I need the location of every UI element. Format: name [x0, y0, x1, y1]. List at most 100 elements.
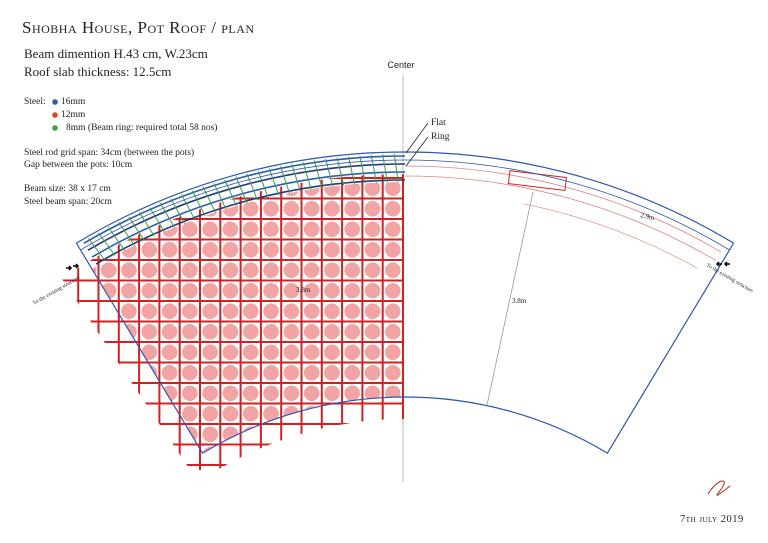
- pot: [242, 221, 259, 238]
- pot: [161, 303, 178, 320]
- pot: [303, 303, 320, 320]
- signature: [707, 480, 731, 496]
- pot: [100, 364, 117, 381]
- note: Gap between the pots: 10cm: [24, 160, 133, 170]
- pot: [141, 323, 158, 340]
- pot: [141, 303, 158, 320]
- ring-stirrup: [159, 202, 175, 228]
- pot: [242, 446, 259, 454]
- pot: [344, 344, 361, 361]
- pot: [324, 385, 340, 402]
- pot: [242, 364, 259, 381]
- pot: [242, 344, 259, 361]
- pot: [242, 303, 259, 320]
- ring-beam: [404, 165, 722, 253]
- pot: [161, 241, 178, 258]
- arrow: [73, 263, 80, 269]
- pot: [303, 323, 320, 340]
- pot: [324, 282, 340, 299]
- legend-item: 8mm (Beam ring: required total 58 nos): [66, 122, 217, 133]
- ring-stirrup: [97, 232, 116, 256]
- pot: [161, 323, 178, 340]
- pot: [385, 200, 401, 217]
- ring-label: Ring: [431, 132, 450, 142]
- pot: [303, 344, 320, 361]
- pot: [222, 262, 239, 279]
- roof-outline: [80, 159, 730, 251]
- pot: [324, 426, 340, 443]
- pot: [182, 262, 198, 279]
- pot: [222, 385, 239, 402]
- pot: [364, 241, 381, 258]
- pot: [385, 323, 401, 340]
- pot: [91, 446, 97, 454]
- pot: [242, 405, 259, 422]
- pot: [121, 262, 137, 279]
- ring-stirrup: [268, 168, 280, 196]
- pot: [222, 364, 239, 381]
- pot: [283, 364, 300, 381]
- pot: [324, 221, 340, 238]
- arc-length: 2.9m: [640, 211, 656, 222]
- pot: [121, 241, 137, 258]
- pot: [344, 385, 361, 402]
- pot: [385, 262, 401, 279]
- ring-beam: [95, 179, 406, 265]
- ring-stirrup: [224, 179, 237, 207]
- pot: [385, 182, 401, 197]
- flat-label: Flat: [431, 118, 446, 128]
- pot: [324, 241, 340, 258]
- pot: [242, 323, 259, 340]
- pot: [202, 405, 218, 422]
- pot: [202, 426, 218, 443]
- pot: [182, 323, 198, 340]
- pot: [344, 303, 361, 320]
- pot: [141, 344, 158, 361]
- pot: [91, 282, 97, 299]
- pot: [344, 282, 361, 299]
- pot: [222, 426, 239, 443]
- ring-stirrup: [359, 155, 366, 184]
- pot: [91, 344, 97, 361]
- legend-item: 12mm: [61, 110, 86, 120]
- ring-stirrup: [170, 198, 185, 224]
- pot: [161, 262, 178, 279]
- date: 7th july 2019: [680, 514, 744, 525]
- pot: [222, 344, 239, 361]
- dimension-line: [486, 191, 534, 406]
- pot: [283, 426, 300, 443]
- note: Steel rod grid span: 34cm (between the p…: [24, 147, 194, 158]
- pot: [324, 200, 340, 217]
- pot: [100, 344, 117, 361]
- pot: [242, 282, 259, 299]
- pot: [303, 262, 320, 279]
- pot: [364, 323, 381, 340]
- pot: [385, 426, 401, 443]
- ring-stirrup: [347, 156, 356, 185]
- pot: [121, 385, 137, 402]
- ring-stirrup: [370, 154, 377, 183]
- pot: [344, 200, 361, 217]
- roof-outline: [75, 151, 735, 454]
- pot: [364, 221, 381, 238]
- pot: [222, 221, 239, 238]
- pot: [91, 221, 97, 238]
- pot: [344, 446, 361, 454]
- pot: [385, 364, 401, 381]
- pot: [344, 426, 361, 443]
- ring-stirrup: [235, 176, 248, 204]
- pot: [283, 241, 300, 258]
- pot: [121, 303, 137, 320]
- pot: [182, 446, 198, 454]
- pot: [161, 344, 178, 361]
- ring-stirrup: [302, 162, 312, 190]
- pot: [91, 262, 97, 279]
- pot: [141, 446, 158, 454]
- pot: [303, 221, 320, 238]
- pot: [141, 385, 158, 402]
- pot: [121, 344, 137, 361]
- pot: [344, 405, 361, 422]
- pot: [263, 405, 279, 422]
- pot: [385, 405, 401, 422]
- slab-thickness: Roof slab thickness: 12.5cm: [24, 64, 171, 79]
